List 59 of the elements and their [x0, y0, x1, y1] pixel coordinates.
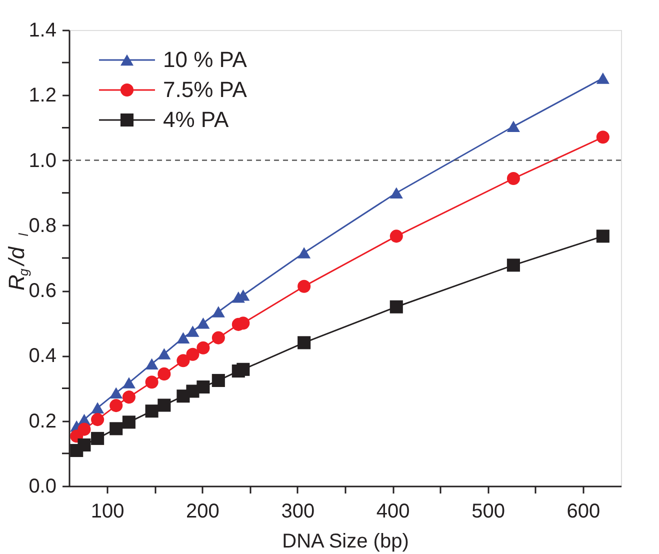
point	[145, 358, 158, 370]
point	[390, 187, 403, 199]
text: 0.0	[28, 476, 56, 498]
y-tick-label: 0.6	[28, 280, 56, 302]
point	[196, 380, 210, 394]
point	[110, 422, 123, 436]
y-tick-label: 0.4	[28, 345, 56, 368]
x-tick-label: 500	[472, 500, 505, 522]
x-tick-label: 600	[566, 500, 600, 522]
point	[78, 422, 91, 436]
legend-label: 4% PA	[163, 107, 229, 132]
point	[298, 336, 311, 350]
legend-label: 7.5% PA	[163, 77, 248, 102]
y-tick-label: 1.0	[28, 150, 56, 172]
point	[158, 348, 171, 360]
y-tick-label: 0.8	[28, 214, 56, 237]
point	[236, 362, 250, 376]
point	[298, 280, 311, 293]
point	[596, 130, 610, 144]
point	[91, 402, 104, 414]
point	[212, 306, 225, 318]
legend-label: 10 % PA	[163, 47, 248, 72]
x-axis-title: DNA Size (bp)	[282, 530, 409, 552]
point	[506, 258, 520, 272]
x-tick-label: 300	[281, 500, 315, 522]
point	[145, 404, 158, 418]
point	[122, 390, 136, 404]
point	[298, 247, 311, 258]
point	[390, 300, 403, 314]
y-tick-label: 0.2	[28, 410, 56, 432]
point	[145, 376, 158, 389]
x-tick-label: 100	[90, 500, 124, 522]
point	[158, 398, 171, 412]
point	[196, 341, 210, 354]
y-axis-title: Rg/dl	[4, 232, 31, 290]
point	[596, 72, 610, 84]
x-tick-label: 400	[376, 500, 410, 522]
point	[390, 230, 403, 243]
y-tick-label: 1.4	[28, 20, 56, 42]
x-tick-label: 200	[186, 500, 220, 522]
point	[176, 354, 190, 368]
point	[212, 331, 225, 344]
point	[122, 377, 136, 388]
point	[110, 387, 123, 398]
point	[506, 172, 520, 186]
point	[186, 348, 200, 361]
point	[158, 367, 171, 380]
point	[196, 317, 210, 329]
point	[506, 120, 520, 132]
point	[176, 332, 190, 344]
y-tick-label: 1.2	[28, 84, 56, 107]
point	[91, 413, 104, 426]
point	[122, 416, 136, 429]
point	[110, 399, 123, 412]
point	[212, 374, 225, 387]
point	[596, 230, 610, 243]
point	[78, 438, 91, 452]
point	[91, 432, 104, 445]
point	[186, 326, 200, 337]
